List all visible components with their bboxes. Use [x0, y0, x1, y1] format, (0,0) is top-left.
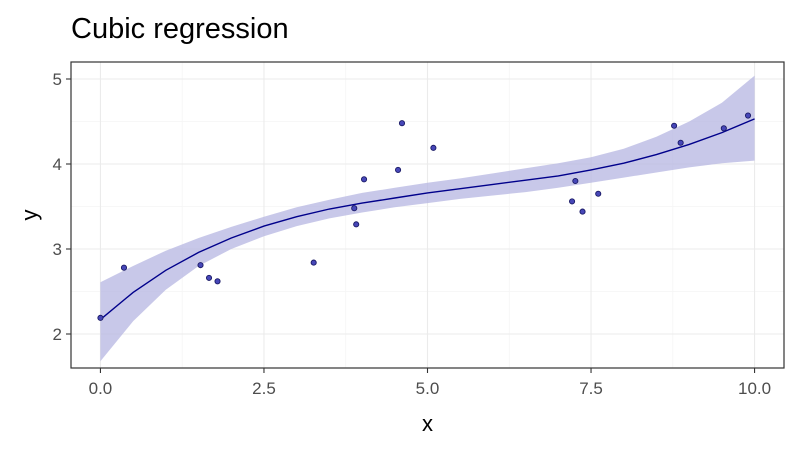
data-point — [120, 264, 128, 271]
y-axis: 2 3 4 5 — [53, 70, 71, 344]
x-axis: 0.0 2.5 5.0 7.5 10.0 — [89, 368, 771, 398]
data-point — [398, 120, 406, 127]
data-point — [572, 177, 579, 185]
data-point — [205, 274, 213, 281]
data-point — [744, 112, 752, 119]
x-axis-title: x — [422, 411, 433, 436]
y-tick-label: 5 — [53, 70, 62, 89]
data-point — [579, 208, 586, 215]
x-tick-label: 0.0 — [89, 379, 113, 398]
x-tick-label: 7.5 — [579, 379, 603, 398]
chart-title: Cubic regression — [71, 13, 289, 45]
data-point — [671, 122, 678, 129]
data-points — [97, 112, 752, 321]
data-point — [395, 166, 402, 173]
data-point — [197, 262, 204, 269]
x-tick-label: 2.5 — [252, 379, 276, 398]
x-tick-label: 10.0 — [738, 379, 771, 398]
y-tick-label: 2 — [53, 325, 62, 344]
data-point — [351, 205, 358, 212]
data-point — [430, 144, 437, 151]
data-point — [677, 139, 684, 146]
data-point — [97, 314, 104, 321]
y-tick-label: 4 — [53, 155, 62, 174]
x-tick-label: 5.0 — [416, 379, 440, 398]
y-axis-title: y — [17, 210, 42, 221]
data-point — [214, 278, 221, 285]
grid-major — [71, 62, 784, 368]
data-point — [720, 125, 727, 132]
data-point — [310, 259, 317, 266]
fit-line — [99, 118, 755, 321]
data-point — [595, 190, 602, 197]
data-point — [360, 176, 368, 183]
data-point — [569, 198, 576, 205]
y-tick-label: 3 — [53, 240, 62, 259]
data-point — [353, 221, 360, 228]
